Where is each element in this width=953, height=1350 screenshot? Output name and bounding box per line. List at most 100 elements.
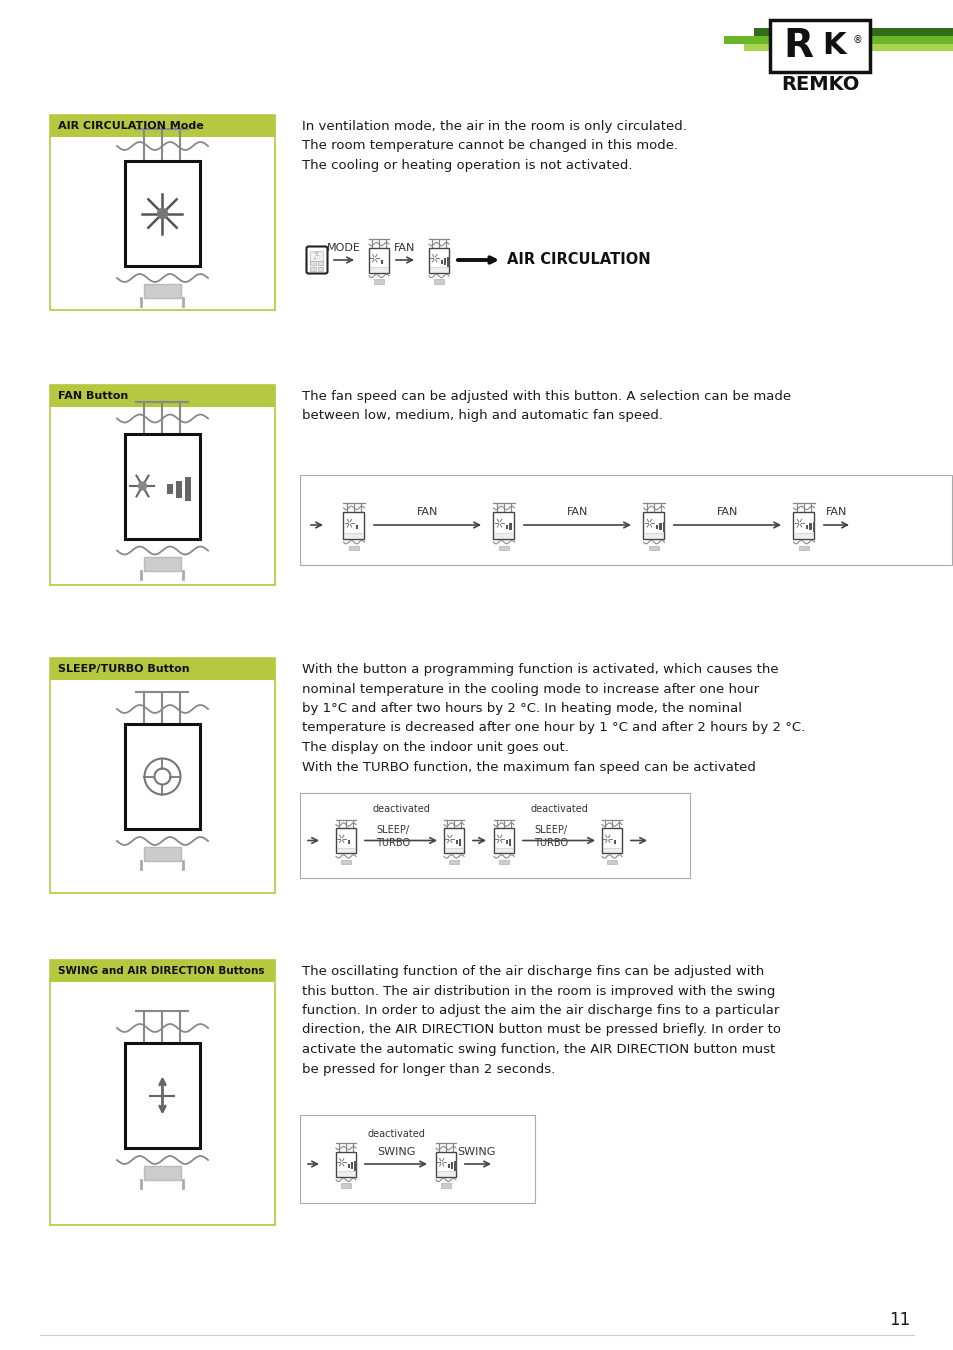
Bar [808,524,811,531]
Bar [50,657,274,680]
Bar [335,1152,355,1176]
Bar [176,481,182,498]
Bar [454,1161,456,1170]
Bar [493,512,514,539]
Text: TURBO: TURBO [375,837,410,848]
Bar [805,525,807,529]
Bar [613,840,616,844]
Text: K: K [821,31,845,61]
Bar [648,545,659,551]
Bar [185,477,192,501]
Bar [743,45,953,51]
Text: FAN: FAN [416,508,437,517]
Text: AIR CIRCULATION Mode: AIR CIRCULATION Mode [58,122,204,131]
Text: REMKO: REMKO [780,76,859,95]
Bar [798,545,808,551]
Text: 11: 11 [888,1311,910,1328]
Bar [498,545,509,551]
Text: R: R [782,27,812,65]
Bar [299,475,951,566]
Bar [643,512,664,539]
Bar [50,385,274,406]
Bar [355,525,357,529]
Bar [794,533,813,537]
Bar [50,385,274,585]
Bar [447,256,449,267]
Bar [340,1184,351,1188]
Bar [662,522,664,532]
Bar [440,259,442,263]
Bar [168,485,173,494]
Bar [340,860,351,864]
Bar [812,522,815,532]
Bar [659,524,661,531]
Text: The oscillating function of the air discharge fins can be adjusted with
this but: The oscillating function of the air disc… [302,965,781,1076]
Bar [380,259,382,263]
Bar [310,267,315,271]
Text: SLEEP/: SLEEP/ [376,825,409,836]
Text: MODE: MODE [327,243,360,252]
Bar [494,533,513,537]
Circle shape [138,482,147,490]
Text: ®: ® [852,35,862,45]
Bar [602,848,620,852]
Bar [753,28,953,36]
Bar [429,247,449,273]
Text: deactivated: deactivated [372,803,430,814]
Bar [310,251,323,261]
Text: AIR CIRCULATION: AIR CIRCULATION [506,252,650,267]
Bar [144,846,181,861]
Bar [351,1162,353,1169]
Bar [655,525,658,529]
Bar [443,828,463,853]
Bar [125,724,200,829]
Text: °C: °C [314,252,320,256]
Bar [436,1172,455,1176]
Text: FAN: FAN [566,508,588,517]
Bar [509,838,511,845]
Text: SLEEP/: SLEEP/ [534,825,567,836]
Bar [505,840,507,844]
Bar [494,828,514,853]
Bar [299,792,689,878]
Text: In ventilation mode, the air in the room is only circulated.
The room temperatur: In ventilation mode, the air in the room… [302,120,686,171]
Bar [50,960,274,1224]
Bar [444,848,462,852]
Bar [317,261,323,266]
Bar [347,1164,350,1168]
Bar [509,524,511,531]
Circle shape [157,208,168,219]
Text: deactivated: deactivated [367,1129,424,1139]
Text: TURBO: TURBO [534,837,567,848]
Bar [144,284,181,298]
Text: + -: + - [313,255,320,261]
Bar [125,1044,200,1148]
Text: deactivated: deactivated [530,803,587,814]
Bar [498,860,509,864]
Bar [355,1161,356,1170]
Bar [456,840,457,844]
Bar [310,261,315,266]
Bar [125,433,200,539]
Text: FAN: FAN [716,508,738,517]
Bar [344,533,363,537]
Bar [349,545,359,551]
Bar [299,1115,535,1203]
Bar [336,1172,355,1176]
Bar [601,828,621,853]
Bar [144,1166,181,1180]
Bar [370,267,388,271]
Text: SWING: SWING [456,1148,495,1157]
Bar [436,1152,456,1176]
Bar [644,533,662,537]
Bar [793,512,814,539]
Bar [769,20,869,72]
Bar [444,258,446,265]
Bar [347,840,350,844]
Bar [430,267,448,271]
Bar [458,838,460,845]
Circle shape [144,759,180,795]
Bar [505,525,508,529]
Bar [50,657,274,892]
Text: SLEEP/TURBO Button: SLEEP/TURBO Button [58,664,190,674]
